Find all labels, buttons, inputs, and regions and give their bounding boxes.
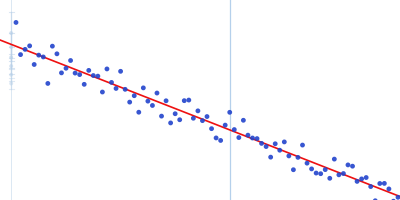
Point — [204, 115, 210, 118]
Point — [304, 162, 310, 165]
Point — [126, 101, 133, 104]
Point — [213, 136, 219, 140]
Point — [163, 99, 169, 102]
Point — [45, 82, 51, 85]
Point — [149, 104, 156, 107]
Point — [95, 75, 101, 78]
Point — [368, 185, 374, 188]
Point — [72, 71, 78, 75]
Point — [195, 109, 201, 112]
Point — [395, 196, 400, 199]
Point — [290, 168, 297, 171]
Point — [8, 31, 14, 35]
Point — [131, 94, 138, 97]
Point — [345, 163, 351, 167]
Point — [40, 55, 46, 59]
Point — [358, 177, 365, 181]
Point — [49, 45, 56, 48]
Point — [58, 71, 65, 74]
Point — [26, 44, 33, 47]
Point — [331, 158, 338, 161]
Point — [81, 83, 88, 86]
Point — [254, 137, 260, 140]
Point — [208, 127, 215, 130]
Point — [154, 91, 160, 95]
Point — [158, 115, 165, 118]
Point — [308, 167, 315, 170]
Point — [372, 199, 378, 200]
Point — [299, 143, 306, 147]
Point — [286, 154, 292, 158]
Point — [13, 21, 19, 24]
Point — [90, 74, 96, 77]
Point — [8, 45, 14, 49]
Point — [31, 63, 37, 66]
Point — [236, 136, 242, 139]
Point — [199, 119, 206, 122]
Point — [63, 67, 69, 70]
Point — [318, 172, 324, 175]
Point — [381, 182, 388, 185]
Point — [172, 112, 178, 115]
Point — [8, 82, 14, 85]
Point — [136, 111, 142, 114]
Point — [263, 145, 269, 148]
Point — [354, 180, 360, 183]
Point — [86, 69, 92, 72]
Point — [386, 187, 392, 191]
Point — [17, 53, 24, 56]
Point — [36, 54, 42, 57]
Point — [218, 139, 224, 142]
Point — [181, 99, 188, 102]
Point — [340, 172, 347, 175]
Point — [281, 140, 288, 144]
Point — [176, 118, 183, 121]
Point — [326, 177, 333, 180]
Point — [190, 117, 196, 120]
Point — [117, 70, 124, 73]
Point — [99, 90, 106, 94]
Point — [226, 111, 233, 114]
Point — [186, 98, 192, 102]
Point — [67, 59, 74, 62]
Point — [8, 64, 14, 68]
Point — [295, 156, 301, 159]
Point — [276, 149, 283, 152]
Point — [168, 121, 174, 125]
Point — [231, 128, 238, 131]
Point — [22, 48, 28, 51]
Point — [363, 176, 369, 179]
Point — [222, 124, 228, 127]
Point — [336, 173, 342, 176]
Point — [268, 156, 274, 159]
Point — [8, 56, 14, 59]
Point — [113, 87, 119, 90]
Point — [104, 67, 110, 71]
Point — [272, 142, 278, 145]
Point — [140, 86, 146, 89]
Point — [8, 73, 14, 76]
Point — [145, 100, 151, 103]
Point — [76, 73, 83, 76]
Point — [245, 134, 251, 137]
Point — [322, 168, 328, 171]
Point — [108, 81, 115, 84]
Point — [54, 52, 60, 55]
Point — [249, 136, 256, 140]
Point — [377, 182, 383, 185]
Point — [313, 171, 319, 175]
Point — [240, 119, 246, 122]
Point — [258, 142, 265, 145]
Point — [122, 88, 128, 91]
Point — [349, 165, 356, 168]
